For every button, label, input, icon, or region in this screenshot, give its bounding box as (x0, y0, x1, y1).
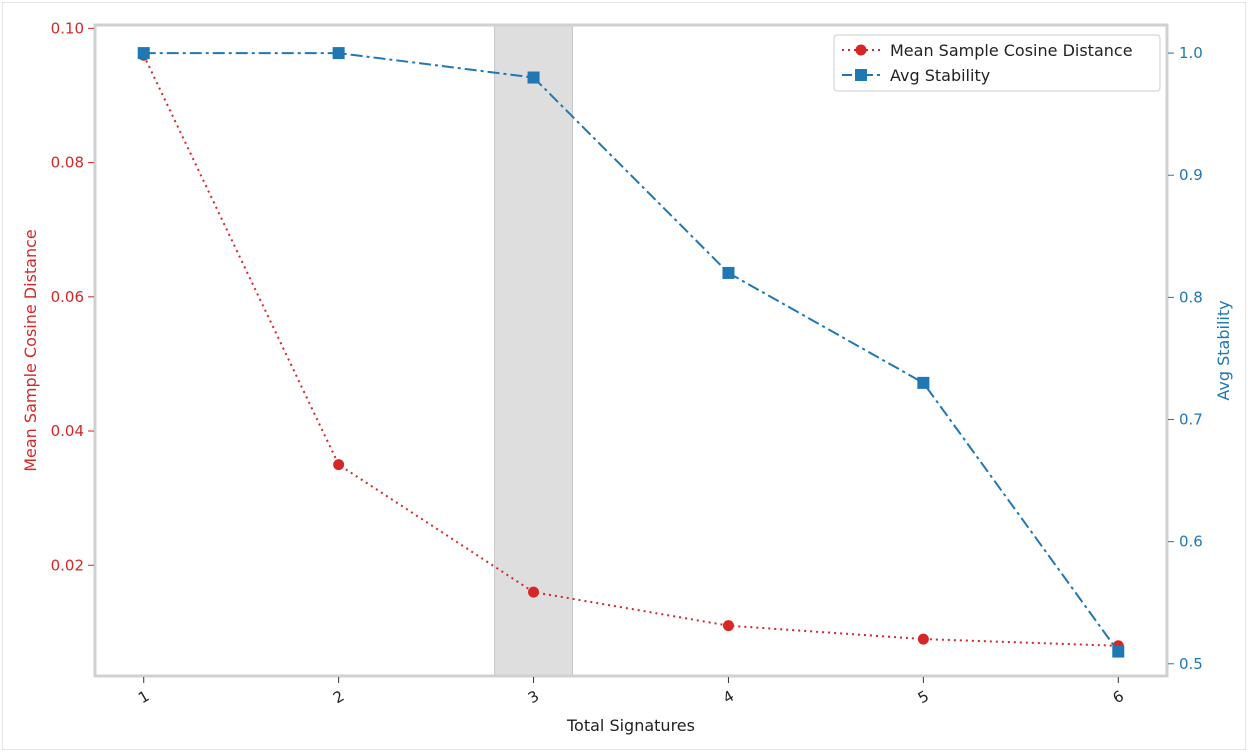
y-right-tick-label: 0.7 (1179, 411, 1203, 429)
highlight-span-layer (494, 24, 574, 677)
plot-border (93, 23, 1169, 678)
y-axis-left: 0.02 0.04 0.06 0.08 0.10 Mean Sample Cosine D… (21, 19, 94, 574)
series-layer (137, 47, 1125, 658)
x-tick-label: 2 (330, 687, 347, 707)
legend-swatch-marker-distance (855, 44, 867, 56)
x-tick-label: 3 (525, 687, 542, 707)
x-tick-label: 1 (135, 687, 152, 707)
stability-data-point (137, 47, 150, 60)
stability-data-point (917, 376, 930, 389)
legend-box (833, 34, 1161, 92)
y-left-tick-label: 0.02 (51, 556, 84, 574)
stability-data-point (332, 47, 345, 60)
x-tick-label: 4 (720, 687, 737, 707)
y-right-tick-label: 1.0 (1179, 44, 1203, 62)
y-left-tick-label: 0.08 (51, 154, 84, 172)
y-right-tick-label: 0.5 (1179, 655, 1203, 673)
y-axis-right: 0.5 0.6 0.7 0.8 0.9 1.0 Avg Stability (1168, 44, 1233, 673)
stability-data-point (527, 71, 540, 84)
plot-area-frame (93, 23, 1169, 678)
distance-series-line (142, 54, 1119, 647)
y-right-tick-label: 0.8 (1179, 288, 1203, 306)
legend-label-stability: Avg Stability (890, 66, 990, 85)
distance-data-point (333, 459, 345, 471)
stability-data-point (1112, 645, 1125, 658)
distance-data-point (917, 633, 929, 645)
y-left-tick-label: 0.06 (51, 288, 84, 306)
highlight-span (494, 24, 574, 677)
y-left-tick-label: 0.04 (51, 422, 84, 440)
x-tick-label: 6 (1110, 687, 1127, 707)
legend: Mean Sample Cosine Distance Avg Stability (833, 34, 1161, 92)
y-left-tick-label: 0.10 (51, 19, 84, 37)
y-right-axis-title: Avg Stability (1214, 300, 1233, 400)
distance-data-point (528, 586, 540, 598)
legend-label-distance: Mean Sample Cosine Distance (890, 41, 1133, 60)
stability-data-point (722, 266, 735, 279)
x-axis: 1 2 3 4 5 6 Total Signatures (135, 677, 1127, 735)
y-left-axis-title: Mean Sample Cosine Distance (21, 229, 40, 472)
x-axis-title: Total Signatures (566, 716, 695, 735)
y-right-tick-label: 0.6 (1179, 533, 1203, 551)
y-right-tick-label: 0.9 (1179, 166, 1203, 184)
distance-data-point (722, 620, 734, 632)
x-tick-label: 5 (915, 687, 932, 707)
legend-swatch-marker-stability (855, 69, 867, 81)
stability-series-line (143, 52, 1120, 653)
